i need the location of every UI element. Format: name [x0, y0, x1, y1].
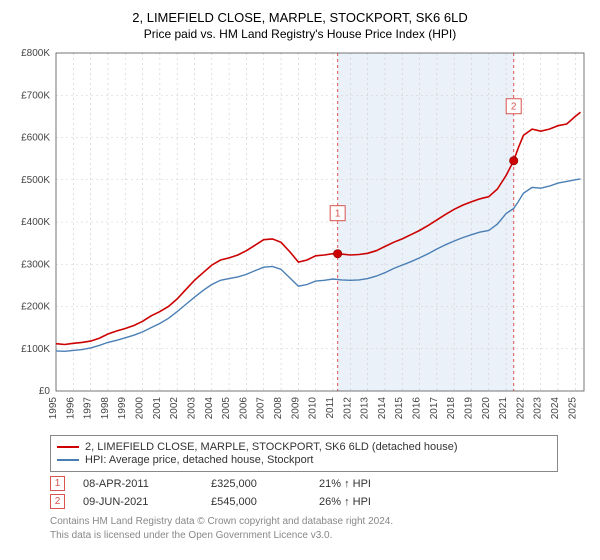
attribution: Contains HM Land Registry data © Crown c…: [50, 515, 558, 542]
svg-text:1: 1: [335, 209, 341, 220]
svg-text:£500K: £500K: [21, 175, 50, 186]
svg-text:2010: 2010: [308, 397, 319, 420]
svg-text:£300K: £300K: [21, 259, 50, 270]
sales-table: 1 08-APR-2011 £325,000 21% ↑ HPI 2 09-JUN-202…: [50, 476, 558, 509]
svg-text:2018: 2018: [446, 397, 457, 420]
legend-label: 2, LIMEFIELD CLOSE, MARPLE, STOCKPORT, S…: [85, 441, 458, 453]
sale-marker-number: 1: [50, 476, 65, 491]
svg-text:£400K: £400K: [21, 217, 50, 228]
svg-text:£700K: £700K: [21, 90, 50, 101]
svg-text:2014: 2014: [377, 397, 388, 420]
legend-label: HPI: Average price, detached house, Stoc…: [85, 454, 314, 466]
svg-text:2025: 2025: [567, 397, 578, 420]
chart-subtitle: Price paid vs. HM Land Registry's House …: [10, 27, 590, 41]
svg-text:2005: 2005: [221, 397, 232, 420]
line-chart: £0 £100K £200K £300K £400K £500K £600K £700K £80…: [10, 47, 590, 429]
svg-text:2022: 2022: [515, 397, 526, 420]
svg-text:2023: 2023: [533, 397, 544, 420]
svg-text:2020: 2020: [481, 397, 492, 420]
legend-swatch: [57, 459, 79, 461]
svg-text:1996: 1996: [65, 397, 76, 420]
attribution-line: This data is licensed under the Open Gov…: [50, 529, 558, 543]
sale-price: £545,000: [211, 496, 301, 508]
sale-date: 08-APR-2011: [83, 478, 193, 490]
svg-text:2017: 2017: [429, 397, 440, 420]
svg-text:£200K: £200K: [21, 302, 50, 313]
svg-text:1998: 1998: [100, 397, 111, 420]
svg-text:£100K: £100K: [21, 344, 50, 355]
chart-svg: £0 £100K £200K £300K £400K £500K £600K £700K £80…: [10, 47, 590, 429]
svg-text:£600K: £600K: [21, 133, 50, 144]
svg-text:2: 2: [511, 102, 517, 113]
sale-marker-number: 2: [50, 494, 65, 509]
title-block: 2, LIMEFIELD CLOSE, MARPLE, STOCKPORT, S…: [10, 10, 590, 41]
svg-text:1997: 1997: [83, 397, 94, 420]
svg-text:2021: 2021: [498, 397, 509, 420]
svg-text:£800K: £800K: [21, 48, 50, 59]
svg-text:1999: 1999: [117, 397, 128, 420]
svg-text:2011: 2011: [325, 397, 336, 419]
legend-row: 2, LIMEFIELD CLOSE, MARPLE, STOCKPORT, S…: [57, 441, 551, 453]
svg-text:2006: 2006: [238, 397, 249, 420]
svg-text:2019: 2019: [463, 397, 474, 420]
svg-text:2024: 2024: [550, 397, 561, 420]
svg-text:2001: 2001: [152, 397, 163, 420]
svg-text:2009: 2009: [290, 397, 301, 420]
svg-text:2000: 2000: [135, 397, 146, 420]
sale-row: 1 08-APR-2011 £325,000 21% ↑ HPI: [50, 476, 558, 491]
svg-text:2002: 2002: [169, 397, 180, 420]
svg-text:£0: £0: [39, 386, 51, 397]
attribution-line: Contains HM Land Registry data © Crown c…: [50, 515, 558, 529]
svg-text:2008: 2008: [273, 397, 284, 420]
sale-price: £325,000: [211, 478, 301, 490]
chart-title-address: 2, LIMEFIELD CLOSE, MARPLE, STOCKPORT, S…: [10, 10, 590, 25]
svg-text:2013: 2013: [360, 397, 371, 420]
svg-text:2003: 2003: [186, 397, 197, 420]
sale-date: 09-JUN-2021: [83, 496, 193, 508]
legend-swatch: [57, 446, 79, 448]
legend-row: HPI: Average price, detached house, Stoc…: [57, 454, 551, 466]
sale-row: 2 09-JUN-2021 £545,000 26% ↑ HPI: [50, 494, 558, 509]
svg-text:2012: 2012: [342, 397, 353, 420]
svg-text:2015: 2015: [394, 397, 405, 420]
svg-text:2007: 2007: [256, 397, 267, 420]
chart-card: 2, LIMEFIELD CLOSE, MARPLE, STOCKPORT, S…: [0, 0, 600, 560]
sale-vs-hpi: 21% ↑ HPI: [319, 478, 409, 490]
sale-vs-hpi: 26% ↑ HPI: [319, 496, 409, 508]
svg-text:2016: 2016: [412, 397, 423, 420]
svg-text:2004: 2004: [204, 397, 215, 420]
svg-text:1995: 1995: [48, 397, 59, 420]
legend: 2, LIMEFIELD CLOSE, MARPLE, STOCKPORT, S…: [50, 435, 558, 472]
